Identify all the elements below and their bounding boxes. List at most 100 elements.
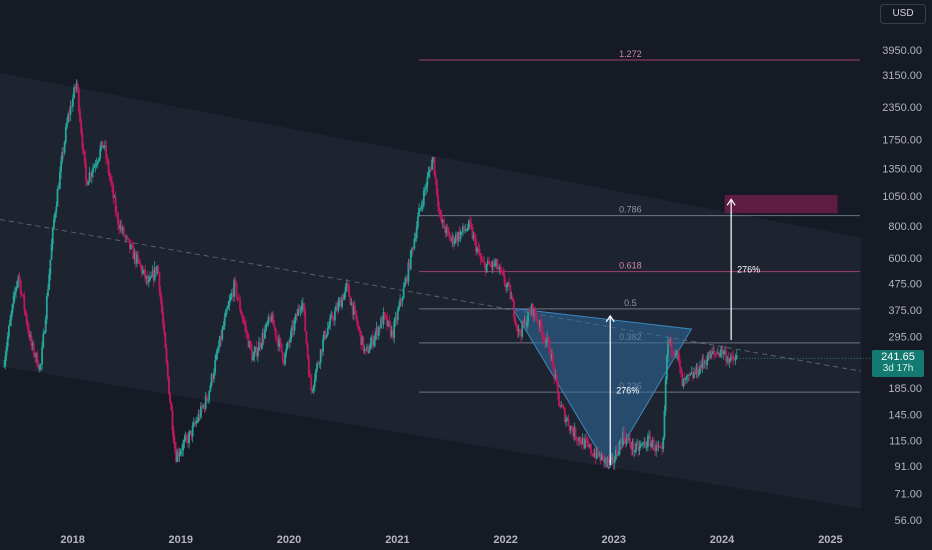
candle-body — [726, 358, 729, 362]
candle-body — [401, 298, 404, 301]
candle-body — [542, 337, 545, 339]
candle-body — [582, 438, 585, 449]
y-axis: 5200.003950.003150.002350.001750.001350.… — [882, 14, 922, 526]
candle-body — [252, 356, 255, 361]
candle-body — [641, 443, 643, 445]
candle-body — [550, 354, 553, 359]
candle-body — [735, 355, 738, 358]
candle-body — [73, 87, 75, 98]
candle-body — [296, 314, 298, 317]
candle-body — [44, 319, 47, 333]
candle-body — [539, 320, 541, 328]
candle-body — [501, 270, 503, 272]
candle-body — [472, 235, 475, 239]
candle-body — [336, 305, 339, 311]
y-tick-label: 1050.00 — [882, 191, 922, 203]
candle-body — [379, 326, 381, 329]
candle-body — [681, 373, 684, 387]
candle-body — [158, 272, 161, 292]
candle-body — [632, 441, 635, 452]
candle-body — [454, 234, 457, 242]
candle-body — [35, 352, 38, 358]
candle-body — [394, 317, 397, 322]
candle-body — [415, 227, 418, 238]
candle-body — [178, 453, 181, 457]
candle-body — [37, 366, 40, 370]
candle-body — [710, 351, 713, 354]
candle-body — [618, 442, 621, 455]
currency-button[interactable]: USD — [880, 4, 926, 24]
candle-body — [137, 254, 140, 260]
candle-body — [708, 352, 711, 359]
candle-body — [543, 337, 546, 343]
candle-body — [458, 231, 461, 240]
candle-body — [409, 250, 412, 269]
candle-body — [11, 304, 14, 314]
candle-body — [707, 352, 710, 361]
candle-body — [254, 347, 257, 352]
candle-body — [32, 343, 35, 356]
candle-body — [420, 205, 423, 209]
candle-body — [120, 224, 123, 231]
candle-body — [313, 379, 316, 387]
candle-body — [526, 322, 528, 328]
candle-body — [29, 334, 32, 337]
candle-body — [464, 230, 467, 232]
candle-body — [522, 321, 525, 325]
candle-body — [580, 441, 583, 445]
candle-body — [569, 426, 572, 431]
candle-body — [6, 336, 9, 347]
candle-body — [31, 343, 34, 346]
candle-body — [475, 238, 477, 252]
candle-body — [626, 438, 629, 440]
candle-body — [549, 353, 552, 359]
candle-body — [434, 175, 437, 180]
candle-body — [536, 320, 539, 323]
candle-body — [598, 454, 601, 456]
candle-body — [288, 340, 291, 343]
candle-body — [367, 346, 369, 354]
candle-body — [70, 105, 73, 107]
y-tick-label: 185.00 — [888, 383, 922, 395]
candle-body — [163, 323, 166, 333]
candle-body — [421, 205, 424, 207]
candle-body — [246, 332, 249, 335]
candle-body — [237, 298, 240, 300]
candle-body — [132, 246, 135, 260]
candle-body — [649, 436, 652, 447]
y-tick-label: 115.00 — [889, 435, 922, 447]
candle-body — [173, 441, 176, 449]
candle-body — [662, 437, 665, 450]
y-tick-label: 375.00 — [888, 305, 922, 317]
candle-body — [24, 309, 27, 314]
candle-body — [76, 82, 79, 89]
candle-body — [204, 396, 207, 409]
candle-body — [437, 194, 439, 208]
candle-body — [604, 457, 607, 463]
candle-body — [697, 373, 700, 376]
candle-body — [128, 239, 131, 249]
candle-body — [694, 372, 697, 375]
candle-body — [400, 298, 403, 301]
candle-body — [157, 266, 160, 273]
candle-body — [607, 458, 610, 464]
chart-overlays-front: 276% 276% — [605, 198, 870, 465]
candle-body — [235, 282, 238, 298]
candle-body — [408, 262, 411, 269]
candle-body — [104, 145, 106, 147]
candle-body — [590, 444, 592, 454]
candle-body — [30, 334, 33, 346]
candle-body — [61, 151, 64, 162]
candle-body — [63, 142, 66, 153]
candle-body — [140, 265, 143, 274]
candle-body — [81, 133, 84, 149]
candle-body — [555, 374, 558, 382]
candle-body — [399, 298, 402, 306]
candle-body — [587, 442, 590, 447]
candle-body — [471, 227, 474, 239]
candle-body — [521, 321, 524, 337]
candle-body — [79, 110, 81, 122]
candle-body — [655, 444, 658, 451]
candle-body — [309, 374, 311, 378]
